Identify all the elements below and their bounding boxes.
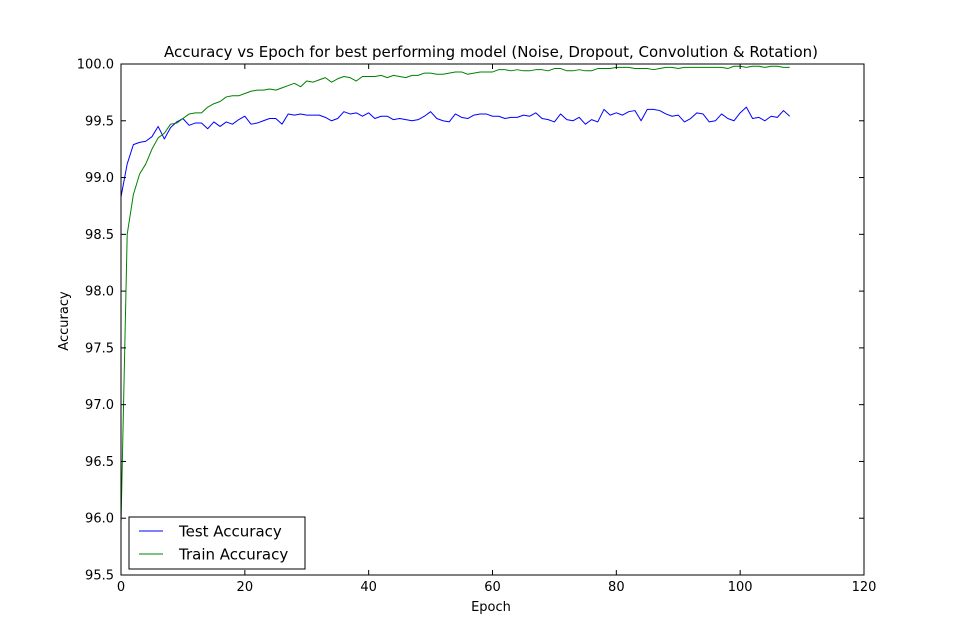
y-tick-label: 96.5 — [85, 455, 114, 470]
y-tick-label: 98.5 — [85, 228, 114, 243]
y-tick-label: 95.5 — [85, 569, 114, 584]
x-tick-label: 20 — [237, 580, 254, 595]
y-tick-label: 100.0 — [77, 58, 114, 73]
y-tick-label: 97.5 — [85, 341, 114, 356]
y-tick-label: 96.0 — [85, 512, 114, 527]
legend-label-test-accuracy: Test Accuracy — [178, 523, 282, 541]
legend-label-train-accuracy: Train Accuracy — [178, 546, 288, 564]
legend-box — [128, 516, 306, 570]
x-tick-label: 100 — [728, 580, 753, 595]
y-tick-label: 99.0 — [85, 171, 114, 186]
y-tick-label: 98.0 — [85, 285, 114, 300]
x-tick-label: 40 — [360, 580, 377, 595]
y-tick-label: 99.5 — [85, 114, 114, 129]
y-tick-label: 97.0 — [85, 398, 114, 413]
series-line-train-accuracy — [121, 65, 790, 524]
x-tick-label: 0 — [117, 580, 125, 595]
x-tick-label: 80 — [608, 580, 625, 595]
legend: Test Accuracy Train Accuracy — [128, 516, 306, 570]
x-axis-label: Epoch — [471, 600, 511, 615]
series-line-test-accuracy — [121, 106, 791, 197]
x-tick-label: 120 — [852, 580, 877, 595]
y-axis-label: Accuracy — [57, 291, 72, 351]
chart-title: Accuracy vs Epoch for best performing mo… — [164, 43, 818, 61]
x-tick-label: 60 — [484, 580, 501, 595]
plot-area: 0 20 40 60 80 100 120 95.5 96.0 96.5 97.0 97.5 98.0 9… — [77, 58, 877, 596]
